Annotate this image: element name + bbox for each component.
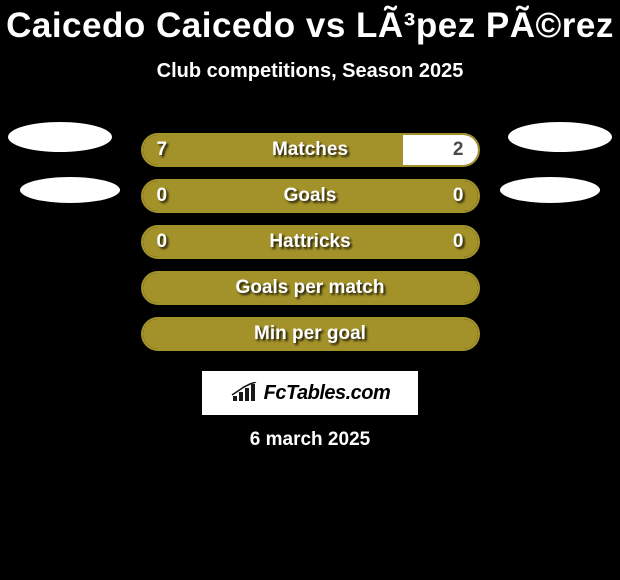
stat-row: Hattricks00 [0,219,620,265]
subtitle: Club competitions, Season 2025 [0,60,620,83]
stat-bar-fill-right [403,135,477,165]
stat-rows: Matches72 Goals00 Hattricks00 Goals per mat… [0,127,620,357]
stat-bar: Goals per match [141,271,480,305]
stat-bar-fill-left [143,227,478,257]
stat-bar: Hattricks00 [141,225,480,259]
stat-bar: Min per goal [141,317,480,351]
stat-row: Goals per match [0,265,620,311]
page-title: Caicedo Caicedo vs LÃ³pez PÃ©rez [0,0,620,46]
stat-bar-fill-left [143,181,478,211]
stat-row: Min per goal [0,311,620,357]
stat-bar-fill-left [143,273,478,303]
stat-bar-fill-left [143,319,478,349]
stat-bar-fill-left [143,135,404,165]
stat-bar: Matches72 [141,133,480,167]
stat-bar: Goals00 [141,179,480,213]
brand-text: FcTables.com [264,382,391,405]
stat-row: Goals00 [0,173,620,219]
date-label: 6 march 2025 [0,429,620,451]
brand-chart-icon [230,382,258,404]
stat-row: Matches72 [0,127,620,173]
brand-badge: FcTables.com [202,371,418,415]
